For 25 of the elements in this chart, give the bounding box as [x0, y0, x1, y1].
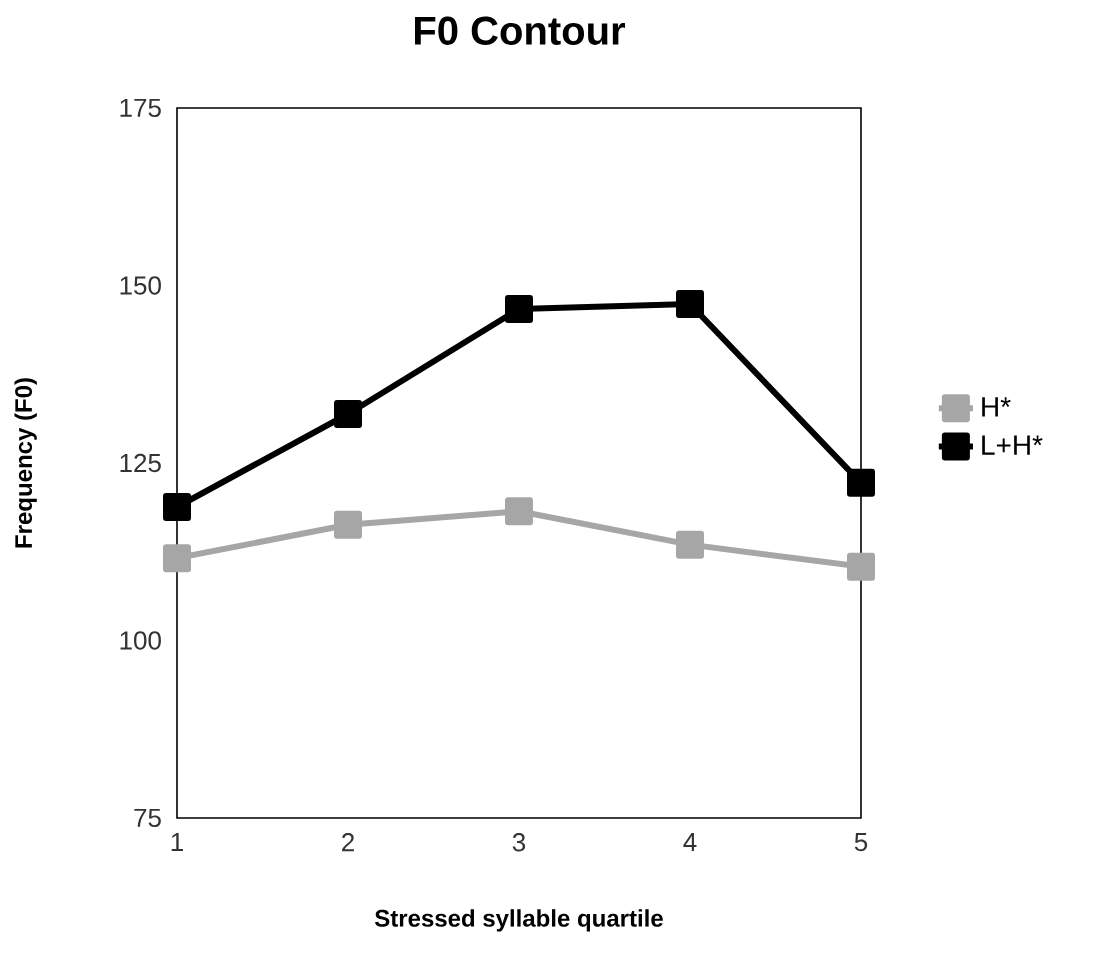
point — [334, 510, 362, 539]
point — [163, 544, 191, 573]
y-tick-label: 175 — [120, 98, 161, 118]
x-tick-label: 2 — [342, 833, 354, 852]
x-tick-label: 5 — [854, 833, 868, 852]
x-axis-title: Stressed syllable quartile — [374, 909, 663, 932]
legend-label: L+H* — [982, 435, 1043, 455]
x-tick-label: 4 — [683, 833, 697, 851]
point — [847, 468, 875, 497]
point — [676, 289, 704, 318]
point — [163, 493, 191, 522]
y-tick-label: 100 — [120, 631, 161, 650]
y-tick-label: 125 — [120, 453, 161, 473]
x-tick-label: 1 — [171, 833, 183, 851]
point — [676, 530, 704, 559]
legend-label: H* — [982, 397, 1011, 417]
y-tick-label: 150 — [120, 276, 161, 295]
chart-title: F0 Contour — [415, 16, 626, 45]
y-axis-title: Frequency (F0) — [14, 378, 37, 548]
x-tick-label: 3 — [512, 833, 526, 852]
point — [847, 552, 875, 581]
point — [505, 294, 533, 323]
point — [505, 497, 533, 526]
y-tick-label: 75 — [134, 808, 161, 828]
point — [334, 400, 362, 428]
